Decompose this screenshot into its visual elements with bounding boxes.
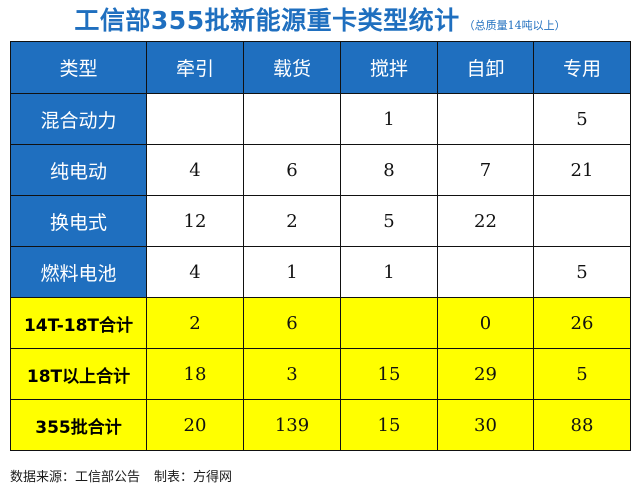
header-cell-dump: 自卸: [437, 41, 534, 94]
header-cell-special: 专用: [533, 41, 631, 94]
table-cell: [437, 246, 534, 298]
table-row: 燃料电池 4 1 1 5: [10, 246, 631, 298]
table-cell: 5: [340, 195, 438, 247]
table-cell: 1: [243, 246, 341, 298]
row-label: 混合动力: [10, 93, 147, 145]
table-row: 换电式 12 2 5 22: [10, 195, 631, 247]
total-cell: 2: [146, 297, 244, 349]
title-main: 工信部355批新能源重卡类型统计: [74, 6, 460, 35]
table-cell: 2: [243, 195, 341, 247]
total-cell: 88: [533, 399, 631, 451]
total-cell: 15: [340, 399, 438, 451]
total-cell: 18: [146, 348, 244, 400]
total-row: 14T-18T合计 2 6 0 26: [10, 297, 631, 349]
page-title: 工信部355批新能源重卡类型统计 （总质量14吨以上）: [0, 2, 640, 40]
header-cell-cargo: 载货: [243, 41, 341, 94]
total-row-label: 18T以上合计: [10, 348, 147, 400]
total-cell: 29: [437, 348, 534, 400]
row-label: 燃料电池: [10, 246, 147, 298]
table-cell: 4: [146, 144, 244, 196]
total-cell: 6: [243, 297, 341, 349]
source-note: 数据来源：工信部公告: [10, 470, 141, 485]
table-cell: 22: [437, 195, 534, 247]
table-cell: 1: [340, 93, 438, 145]
table-cell: 7: [437, 144, 534, 196]
table-cell: [437, 93, 534, 145]
table-cell: [533, 195, 631, 247]
header-cell-mixer: 搅拌: [340, 41, 438, 94]
total-cell: 15: [340, 348, 438, 400]
row-label: 纯电动: [10, 144, 147, 196]
total-cell: [340, 297, 438, 349]
header-row: 类型 牵引 载货 搅拌 自卸 专用: [10, 41, 631, 94]
header-cell-type: 类型: [10, 41, 147, 94]
table-cell: 6: [243, 144, 341, 196]
total-row: 355批合计 20 139 15 30 88: [10, 399, 631, 451]
table-cell: [243, 93, 341, 145]
total-cell: 5: [533, 348, 631, 400]
table-cell: [146, 93, 244, 145]
table-cell: 8: [340, 144, 438, 196]
table-cell: 5: [533, 246, 631, 298]
maker-note: 制表：方得网: [154, 470, 233, 485]
footer: 数据来源：工信部公告 制表：方得网: [10, 466, 232, 485]
table-cell: 12: [146, 195, 244, 247]
row-label: 换电式: [10, 195, 147, 247]
header-cell-tractor: 牵引: [146, 41, 244, 94]
total-cell: 3: [243, 348, 341, 400]
table-row: 混合动力 1 5: [10, 93, 631, 145]
table-row: 纯电动 4 6 8 7 21: [10, 144, 631, 196]
table-cell: 5: [533, 93, 631, 145]
total-row-label: 14T-18T合计: [10, 297, 147, 349]
table-cell: 4: [146, 246, 244, 298]
table-cell: 21: [533, 144, 631, 196]
total-cell: 139: [243, 399, 341, 451]
total-cell: 26: [533, 297, 631, 349]
title-note: （总质量14吨以上）: [463, 19, 566, 32]
total-row: 18T以上合计 18 3 15 29 5: [10, 348, 631, 400]
total-row-label: 355批合计: [10, 399, 147, 451]
table-cell: 1: [340, 246, 438, 298]
total-cell: 30: [437, 399, 534, 451]
stats-table: 类型 牵引 载货 搅拌 自卸 专用 混合动力 1 5 纯电动 4 6 8 7 2…: [10, 41, 631, 451]
total-cell: 20: [146, 399, 244, 451]
total-cell: 0: [437, 297, 534, 349]
